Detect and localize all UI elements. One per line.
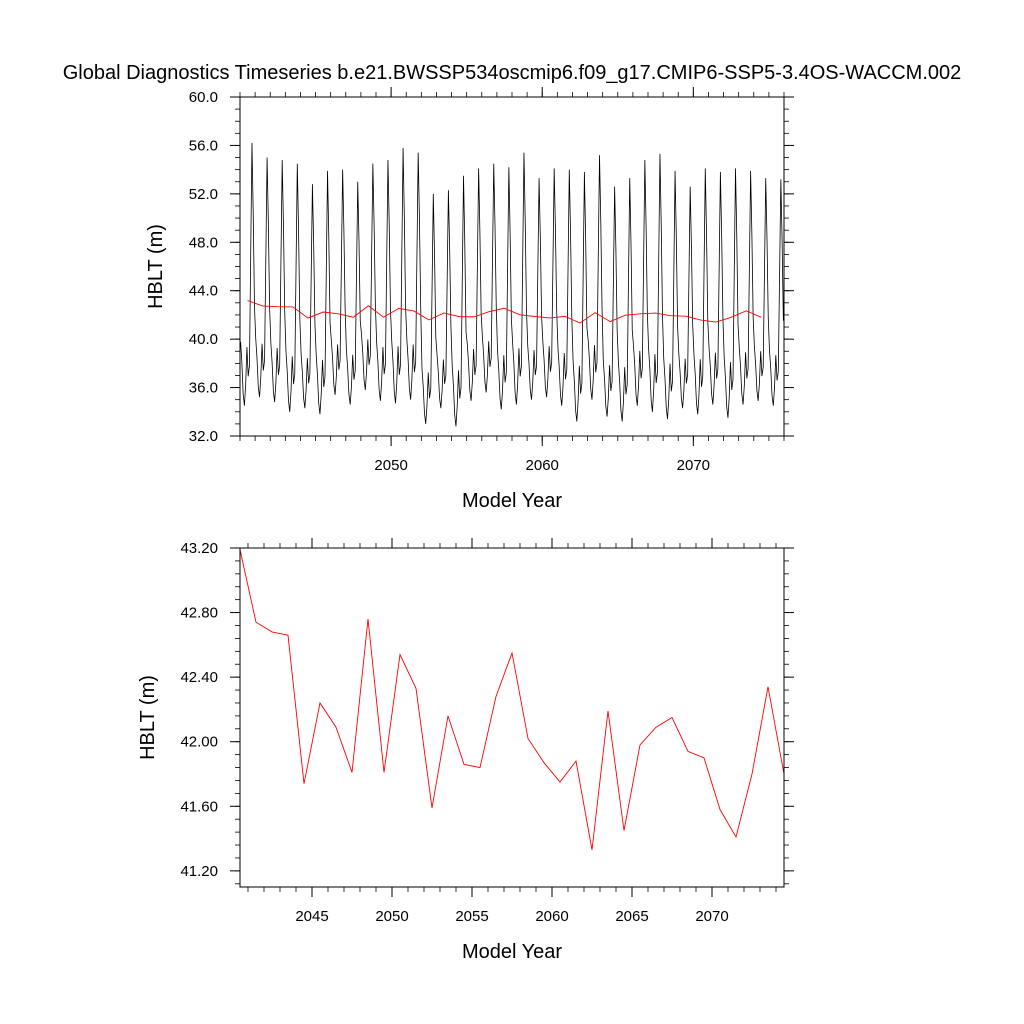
- top-y-tick-label-0: 32.0: [189, 428, 218, 445]
- top-y-tick-label-7: 60.0: [189, 89, 218, 106]
- bottom-y-tick-label-1: 41.60: [180, 798, 218, 815]
- bottom-y-tick-label-3: 42.40: [180, 669, 218, 686]
- bottom-y-tick-label-0: 41.20: [180, 863, 218, 880]
- panel-top: 2050 2060 2070 32.0 36.0 40.0 44.0 48.0 52.0 56.0…: [145, 87, 794, 512]
- top-y-axis-title: HBLT (m): [145, 224, 167, 309]
- top-y-tick-label-3: 44.0: [189, 283, 218, 300]
- panel-bottom: 2045 2050 2055 2060 2065 2070 41.20 41.60 42.00 4…: [137, 538, 794, 963]
- chart-title: Global Diagnostics Timeseries b.e21.BWSS…: [62, 62, 962, 84]
- bottom-y-tick-label-5: 43.20: [180, 540, 218, 557]
- bottom-x-tick-label-3: 2060: [535, 908, 568, 925]
- bottom-x-tick-label-1: 2050: [375, 908, 408, 925]
- top-y-tick-label-6: 56.0: [189, 137, 218, 154]
- top-y-tick-label-5: 52.0: [189, 186, 218, 203]
- top-x-axis-title: Model Year: [462, 490, 562, 512]
- top-series-monthly-line: [240, 143, 784, 427]
- top-series-annual-line: [247, 300, 762, 324]
- bottom-x-tick-label-2: 2055: [455, 908, 488, 925]
- top-x-tick-label-2: 2070: [677, 457, 710, 474]
- top-x-tick-label-0: 2050: [374, 457, 407, 474]
- bottom-series-annual-line: [239, 549, 785, 850]
- top-y-tick-label-1: 36.0: [189, 380, 218, 397]
- bottom-x-tick-label-0: 2045: [295, 908, 328, 925]
- bottom-y-tick-label-4: 42.80: [180, 605, 218, 622]
- bottom-x-tick-label-4: 2065: [615, 908, 648, 925]
- bottom-y-axis-title: HBLT (m): [137, 675, 159, 760]
- bottom-x-tick-label-5: 2070: [695, 908, 728, 925]
- top-y-tick-label-4: 48.0: [189, 234, 218, 251]
- top-y-tick-label-2: 40.0: [189, 331, 218, 348]
- bottom-x-axis-title: Model Year: [462, 941, 562, 963]
- bottom-y-tick-label-2: 42.00: [180, 734, 218, 751]
- top-x-tick-label-1: 2060: [526, 457, 559, 474]
- bottom-plot-frame: [239, 547, 785, 888]
